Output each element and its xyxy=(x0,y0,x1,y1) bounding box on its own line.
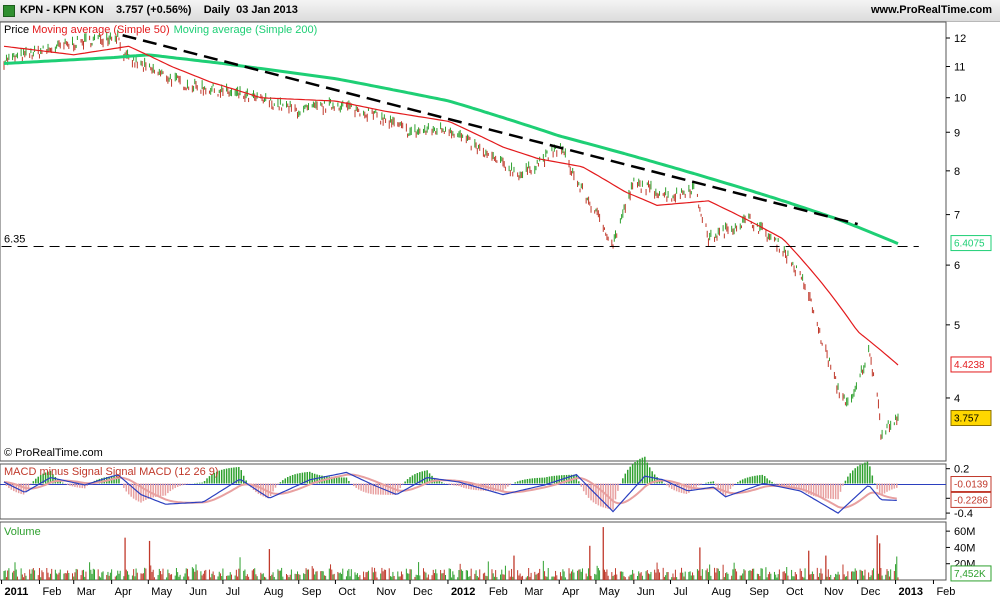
price-y-tick-label: 11 xyxy=(954,61,965,73)
price-series xyxy=(3,29,899,440)
volume-bars xyxy=(3,527,899,580)
resistance-trendline xyxy=(122,34,858,226)
macd-line xyxy=(3,471,897,514)
value-tag: 4.4238 xyxy=(954,360,985,371)
macd-y-tick-label: -0.4 xyxy=(954,508,973,520)
price-y-tick-label: 12 xyxy=(954,33,966,45)
x-axis-tick-label: Apr xyxy=(562,586,579,598)
value-tag: 3.757 xyxy=(954,414,979,425)
price-y-tick-label: 7 xyxy=(954,210,960,222)
value-tags: 6.4075 4.4238 3.757 -0.0139 -0.2286 7,452K xyxy=(950,235,992,582)
price-y-tick-label: 4 xyxy=(954,393,960,405)
legend-price-label: Price xyxy=(4,24,29,36)
x-axis-tick-label: Jul xyxy=(226,586,240,598)
value-tag-box xyxy=(950,410,992,427)
volume-panel-frame xyxy=(0,521,947,581)
x-axis-tick-label: 2013 xyxy=(899,586,923,598)
x-axis-tick-label: Sep xyxy=(302,586,322,598)
axes: 4567891011120.2-0.2-0.460M40M20M2011FebM… xyxy=(1,33,975,598)
macd-legend: MACD minus Signal Signal MACD (12 26 9) xyxy=(4,466,219,478)
price-legend: Price Moving average (Simple 50) Moving av… xyxy=(4,24,317,36)
chart-title-bar: KPN - KPN KON 3.757 (+0.56%) Daily 03 Ja… xyxy=(0,0,1000,22)
site-name[interactable]: www.ProRealTime.com xyxy=(870,4,992,16)
x-axis-tick-label: May xyxy=(151,586,172,598)
macd-panel-frame xyxy=(0,463,947,520)
x-axis-tick-label: Oct xyxy=(338,586,355,598)
value-tag: 6.4075 xyxy=(954,239,985,250)
support-level-label: 6.35 xyxy=(4,234,25,246)
trend-lines: 6.35 xyxy=(1,34,919,248)
copyright-text: © ProRealTime.com xyxy=(4,447,103,459)
x-axis-tick-label: Jun xyxy=(189,586,207,598)
ma50-line xyxy=(3,45,899,366)
volume-y-tick-label: 40M xyxy=(954,542,975,554)
price-y-tick-label: 5 xyxy=(954,320,960,332)
x-axis-tick-label: May xyxy=(599,586,620,598)
legend-ma50-label: Moving average (Simple 50) xyxy=(32,24,170,36)
x-axis-tick-label: Nov xyxy=(376,586,396,598)
value-tag-box xyxy=(950,356,992,373)
x-axis-tick-label: Aug xyxy=(264,586,284,598)
x-axis-tick-label: 2012 xyxy=(451,586,475,598)
value-tag-box xyxy=(950,476,992,493)
value-tag: -0.0139 xyxy=(954,480,988,491)
flag-icon xyxy=(3,5,15,17)
x-axis-tick-label: Feb xyxy=(936,586,955,598)
x-axis-tick-label: Mar xyxy=(77,586,96,598)
x-axis-tick-label: Nov xyxy=(824,586,844,598)
x-axis-tick-label: Apr xyxy=(115,586,132,598)
price-y-tick-label: 8 xyxy=(954,166,960,178)
macd-y-tick-label: 0.2 xyxy=(954,464,969,476)
value-tag: 7,452K xyxy=(954,569,986,580)
value-tag-box xyxy=(950,565,992,582)
legend-ma200-label: Moving average (Simple 200) xyxy=(174,24,318,36)
value-tag: -0.2286 xyxy=(954,495,988,506)
price-y-tick-label: 10 xyxy=(954,93,966,105)
x-axis-tick-label: Mar xyxy=(524,586,543,598)
macd-series xyxy=(0,456,946,514)
volume-y-tick-label: 60M xyxy=(954,526,975,538)
ma200-line xyxy=(3,53,899,245)
x-axis-tick-label: Jun xyxy=(637,586,655,598)
chart-title: KPN - KPN KON 3.757 (+0.56%) Daily 03 Ja… xyxy=(20,4,298,16)
x-axis-tick-label: Oct xyxy=(786,586,803,598)
price-y-tick-label: 6 xyxy=(954,260,960,272)
value-tag-box xyxy=(950,491,992,508)
x-axis-tick-label: Dec xyxy=(861,586,881,598)
x-axis-tick-label: 2011 xyxy=(5,586,29,598)
x-axis-tick-label: Dec xyxy=(413,586,433,598)
x-axis-tick-label: Jul xyxy=(674,586,688,598)
x-axis-tick-label: Aug xyxy=(711,586,731,598)
value-tag-box xyxy=(950,235,992,252)
price-panel-frame xyxy=(0,21,947,462)
price-y-tick-label: 9 xyxy=(954,127,960,139)
x-axis-tick-label: Feb xyxy=(489,586,508,598)
x-axis-tick-label: Sep xyxy=(749,586,769,598)
volume-legend: Volume xyxy=(4,526,41,538)
moving-averages xyxy=(3,45,899,366)
x-axis-tick-label: Feb xyxy=(42,586,61,598)
